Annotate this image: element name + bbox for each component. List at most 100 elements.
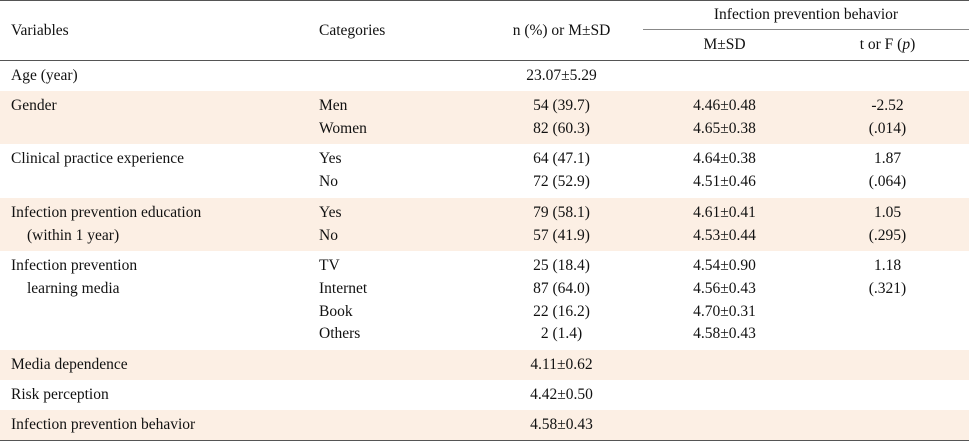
cell-t-or-f: 1.87 (.064) [806,144,969,197]
cell-categories-line: Others [319,325,361,343]
cell-msd-line: 4.51±0.46 [693,173,756,191]
cell-categories [314,61,480,92]
cell-categories-line: Internet [319,279,368,297]
cell-msd-line: 4.58±0.43 [693,325,756,343]
table-row: Age (year) 23.07±5.29 [0,61,969,92]
cell-msd: 4.64±0.38 4.51±0.46 [643,144,806,197]
table-row: Gender Men Women 54 (39.7) 82 (60.3) 4.46±0.4… [0,91,969,145]
cell-n-percent-line: 79 (58.1) [533,203,590,221]
cell-n-percent-line: 57 (41.9) [533,226,590,244]
cell-msd [643,350,806,381]
cell-n-percent-line: 22 (16.2) [533,302,590,320]
header-close-paren: ) [910,36,916,53]
cell-variable-line: Age (year) [11,66,78,84]
cell-variable-line: Infection prevention [11,257,138,275]
cell-t-or-f-line: (.014) [868,119,907,137]
header-t-or-f: t or F (p) [806,30,969,61]
cell-n-percent: 4.58±0.43 [480,410,643,441]
cell-variable-line: Gender [11,97,57,114]
cell-msd [643,410,806,441]
cell-categories-line: Book [319,302,353,320]
cell-n-percent-line: 4.11±0.62 [530,355,593,373]
cell-n-percent: 4.11±0.62 [480,350,643,381]
cell-t-or-f-line: (.295) [868,226,907,244]
cell-variable: Media dependence [0,350,314,381]
cell-n-percent-line: 82 (60.3) [533,119,590,137]
header-msd: M±SD [703,36,746,53]
cell-categories-line: Women [319,119,367,137]
cell-categories [314,410,480,441]
cell-t-or-f [806,61,969,92]
cell-n-percent: 4.42±0.50 [480,380,643,410]
table-row: Infection prevention education (within 1 … [0,197,969,252]
cell-t-or-f-line: (.064) [868,173,907,191]
header-p-symbol: p [902,36,911,53]
cell-msd-line: 4.64±0.38 [693,150,756,168]
header-row-1: Variables Categories n (%) or M±SD Infec… [0,0,969,39]
cell-t-or-f-line: -2.52 [871,97,904,114]
cell-n-percent-line: 4.42±0.50 [530,385,593,403]
cell-n-percent-line: 54 (39.7) [533,97,590,114]
cell-variable: Infection prevention learning media [0,251,314,350]
table-row: Clinical practice experience Yes No 64 (47.… [0,144,969,197]
cell-n-percent: 25 (18.4) 87 (64.0) 22 (16.2) 2 (1.4) [480,251,643,350]
cell-n-percent: 54 (39.7) 82 (60.3) [480,91,643,145]
header-t-or-f-text: t or F ( [859,36,903,53]
table-row: Infection prevention learning media TV Inte… [0,251,969,350]
cell-t-or-f [806,410,969,441]
cell-variable-line: Infection prevention behavior [11,415,196,433]
cell-variable: Clinical practice experience [0,144,314,197]
cell-msd-line: 4.54±0.90 [693,257,756,275]
cell-variable-line: Risk perception [11,385,109,403]
header-group-infection-prevention: Infection prevention behavior [643,0,969,30]
cell-msd-line: 4.53±0.44 [693,226,756,244]
cell-variable: Infection prevention behavior [0,410,314,441]
cell-msd-line: 4.46±0.48 [693,97,756,114]
cell-categories: Yes No [314,197,480,252]
cell-variable-line: learning media [27,279,120,297]
table-row: Infection prevention behavior 4.58±0.43 [0,410,969,441]
table-body: Age (year) 23.07±5.29 Gender Men Women 54 (39… [0,61,969,441]
table-header: Variables Categories n (%) or M±SD Infec… [0,0,969,61]
cell-variable-line: Clinical practice experience [11,150,184,168]
header-row-2: M±SD t or F (p) [0,30,969,61]
cell-msd: 4.54±0.90 4.56±0.43 4.70±0.31 4.58±0.43 [643,251,806,350]
cell-msd: 4.46±0.48 4.65±0.38 [643,91,806,145]
cell-variable: Risk perception [0,380,314,410]
cell-t-or-f-line: 1.05 [873,203,902,221]
cell-t-or-f: 1.18 (.321) [806,251,969,350]
cell-t-or-f [806,380,969,410]
header-n-percent: n (%) or M±SD [512,21,611,39]
table-row: Media dependence 4.11±0.62 [0,350,969,381]
table-row: Risk perception 4.42±0.50 [0,380,969,410]
cell-n-percent-line: 2 (1.4) [540,325,583,343]
cell-categories: TV Internet Book Others [314,251,480,350]
cell-variable-line: (within 1 year) [27,226,120,244]
cell-n-percent: 64 (47.1) 72 (52.9) [480,144,643,197]
header-categories: Categories [319,21,386,39]
cell-t-or-f: -2.52 (.014) [806,91,969,145]
cell-categories-line: Yes [319,203,342,221]
cell-msd [643,380,806,410]
cell-variable: Infection prevention education (within 1 … [0,197,314,252]
cell-t-or-f-line: (.321) [868,279,907,297]
cell-categories-line: TV [319,257,340,275]
cell-n-percent-line: 72 (52.9) [533,173,590,191]
cell-t-or-f: 1.05 (.295) [806,197,969,252]
cell-categories [314,380,480,410]
cell-n-percent-line: 25 (18.4) [533,257,590,275]
cell-variable-line: Infection prevention education [11,203,202,221]
cell-n-percent: 23.07±5.29 [480,61,643,92]
cell-n-percent-line: 87 (64.0) [533,279,590,297]
cell-msd [643,61,806,92]
cell-n-percent-line: 4.58±0.43 [530,415,593,433]
cell-msd-line: 4.56±0.43 [693,279,756,297]
cell-categories: Men Women [314,91,480,145]
cell-variable-line: Media dependence [11,355,128,373]
cell-categories-line: Yes [319,150,342,168]
cell-categories-line: Men [319,97,348,114]
cell-t-or-f [806,350,969,381]
cell-variable: Gender [0,91,314,145]
